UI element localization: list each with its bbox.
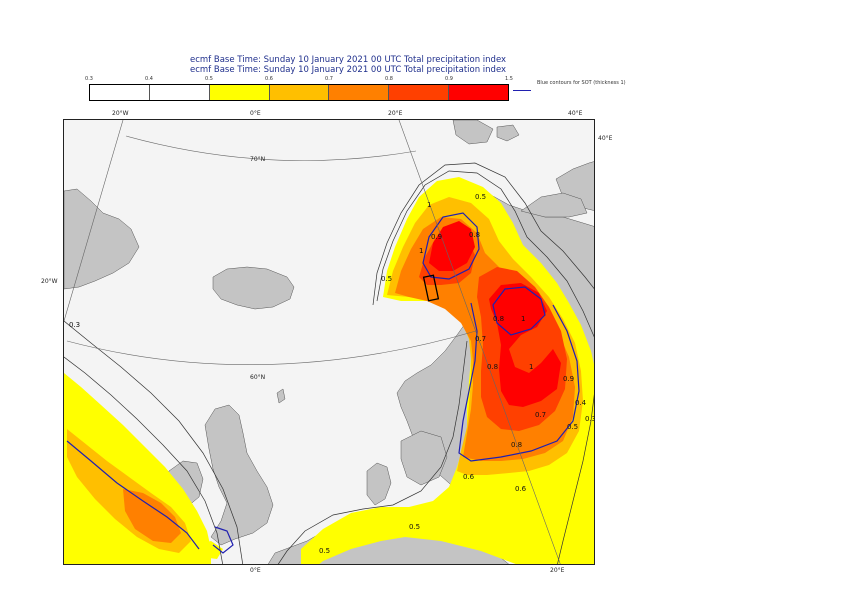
contour-label: 0.8: [493, 315, 504, 323]
graticule: [64, 120, 561, 564]
legend-swatch-0: [90, 85, 150, 100]
legend-tick-7: 1.5: [505, 76, 513, 82]
index-contours: [64, 162, 594, 564]
contour-line: [64, 356, 223, 564]
sot-contour-line: [458, 302, 580, 462]
label-40e-right: 40°E: [598, 135, 613, 142]
label-20e-top: 20°E: [388, 110, 403, 117]
sot-contours: [66, 212, 580, 554]
southern-sweden-land: [400, 430, 448, 486]
legend-swatch-2: [209, 85, 270, 100]
sot-contour-line: [66, 440, 200, 550]
contour-label: 0.4: [575, 399, 587, 407]
meridian-20e: [398, 120, 561, 564]
meridian-20w: [64, 120, 124, 322]
contour-label: 0.5: [567, 423, 578, 431]
contour-label: 1: [529, 363, 533, 371]
shetland-land: [276, 388, 286, 404]
label-20e-bottom: 20°E: [550, 567, 565, 574]
contour-label: 0.8: [511, 441, 522, 449]
kola-land: [520, 192, 588, 218]
label-40e-top: 40°E: [568, 110, 583, 117]
legend-colorbar: [89, 84, 509, 101]
sot-contour-line: [212, 526, 234, 554]
tpi-area-09-south: [489, 283, 561, 407]
legend-swatch-1: [149, 85, 210, 100]
contour-line: [376, 170, 594, 338]
contour-label: 0.7: [475, 335, 486, 343]
contour-label: 0.8: [469, 231, 480, 239]
legend-swatch-6: [449, 85, 509, 100]
tpi-area-05-channel: [197, 541, 223, 559]
sot-contour-line: [422, 212, 480, 280]
contour-line: [557, 394, 594, 564]
legend-tick-5: 0.8: [385, 76, 393, 82]
legend-swatch-3: [269, 85, 330, 100]
contour-label: 0.8: [487, 363, 498, 371]
label-20w-left: 20°W: [41, 278, 58, 285]
legend-swatch-4: [329, 85, 390, 100]
contour-label: 0.3: [69, 321, 80, 329]
title-line-1: ecmf Base Time: Sunday 10 January 2021 0…: [190, 55, 507, 65]
legend-tick-3: 0.6: [265, 76, 273, 82]
legend-tick-0: 0.3: [85, 76, 93, 82]
label-70n: 70°N: [250, 156, 266, 163]
label-0e-top: 0°E: [250, 110, 261, 117]
contour-label: 0.9: [563, 375, 574, 383]
contour-label: 0.5: [475, 193, 486, 201]
sot-legend-line: [513, 90, 531, 91]
title-line-2: ecmf Base Time: Sunday 10 January 2021 0…: [190, 65, 507, 75]
map-canvas: 0.5 0.8 0.9 1 1 0.5 0.8 0.7 1 0.8 1 0.9 …: [64, 120, 595, 564]
contour-line: [277, 340, 468, 564]
contour-label: 0.6: [463, 473, 475, 481]
contour-label: 1: [521, 315, 525, 323]
tpi-area-07-southwest: [123, 489, 181, 543]
parallel-60n: [66, 330, 477, 365]
sot-legend-label: Blue contours for SOT (thickness 1): [537, 80, 626, 86]
legend-swatch-5: [389, 85, 450, 100]
legend-tick-6: 0.9: [445, 76, 453, 82]
greenland-land: [64, 188, 140, 290]
svalbard-land: [452, 120, 494, 145]
denmark-land: [366, 462, 392, 506]
label-0e-bottom: 0°E: [250, 567, 261, 574]
contour-label: 0.9: [431, 233, 442, 241]
sot-contour-line: [492, 286, 546, 336]
map-panel: 0.5 0.8 0.9 1 1 0.5 0.8 0.7 1 0.8 1 0.9 …: [63, 119, 595, 565]
contour-label: 0.5: [409, 523, 420, 531]
label-20w-top: 20°W: [112, 110, 129, 117]
contour-label: 1: [427, 201, 431, 209]
contour-label: 0.3: [585, 415, 595, 423]
contour-label: 1: [419, 247, 423, 255]
contour-label: 0.7: [535, 411, 546, 419]
contour-line: [64, 320, 244, 564]
svalbard-east-land: [496, 124, 520, 142]
parallel-70n: [125, 135, 417, 161]
legend-tick-2: 0.5: [205, 76, 213, 82]
legend-tick-1: 0.4: [145, 76, 153, 82]
contour-line: [372, 162, 594, 306]
legend-tick-4: 0.7: [325, 76, 333, 82]
domain-box: [422, 274, 440, 302]
contour-label: 0.5: [381, 275, 392, 283]
contour-label: 0.6: [515, 485, 527, 493]
great-britain-land: [204, 404, 274, 546]
label-60n: 60°N: [250, 374, 266, 381]
contour-label: 0.5: [319, 547, 330, 555]
iceland-land: [212, 266, 295, 310]
